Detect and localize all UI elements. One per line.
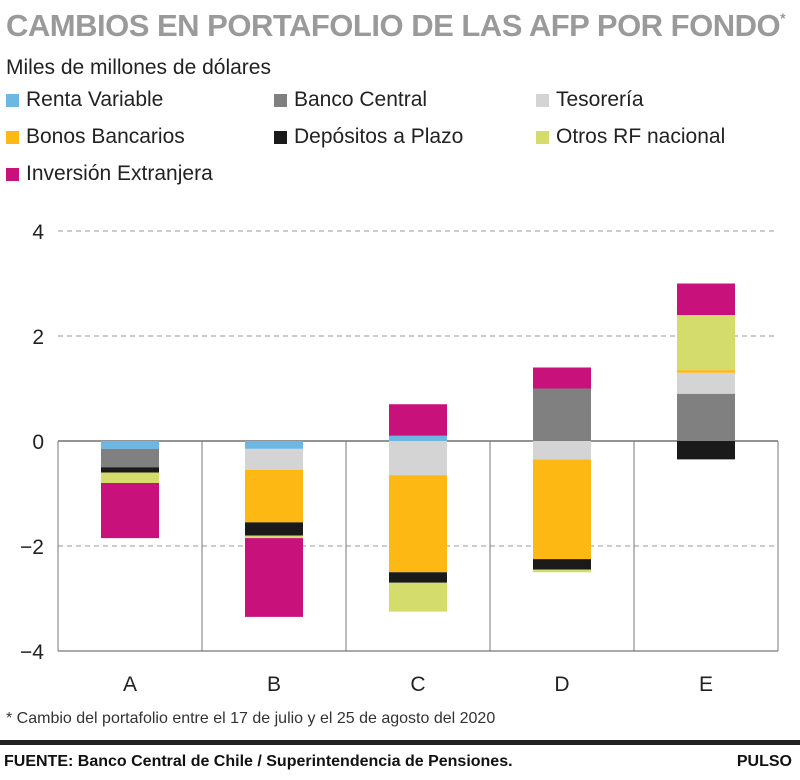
bar-segment bbox=[101, 483, 159, 539]
legend-swatch bbox=[274, 130, 287, 144]
bar-segment bbox=[533, 569, 591, 573]
legend-label: Banco Central bbox=[294, 88, 428, 111]
legend-swatch bbox=[6, 130, 19, 144]
legend-label: Depósitos a Plazo bbox=[294, 125, 464, 148]
legend-item-1: Renta Variable bbox=[6, 88, 163, 112]
bar-segment bbox=[101, 448, 159, 468]
bar-segment bbox=[101, 441, 159, 449]
chart-subtitle: Miles de millones de dólares bbox=[6, 56, 271, 79]
bar-segment bbox=[389, 441, 447, 476]
chart-footnote: * Cambio del portafolio entre el 17 de j… bbox=[6, 710, 496, 727]
bar-segment bbox=[677, 372, 735, 394]
legend-label: Renta Variable bbox=[26, 88, 164, 111]
bar-segment bbox=[677, 315, 735, 371]
bar-segment bbox=[245, 522, 303, 536]
bar-segment bbox=[389, 475, 447, 573]
chart-title: CAMBIOS EN PORTAFOLIO DE LAS AFP POR FON… bbox=[6, 8, 786, 43]
x-tick-label: B bbox=[267, 673, 281, 696]
legend-item-2: Banco Central bbox=[274, 88, 427, 112]
source-note: FUENTE: Banco Central de Chile / Superin… bbox=[4, 753, 513, 770]
legend-item-6: Otros RF nacional bbox=[536, 125, 725, 149]
legend-item-3: Tesorería bbox=[536, 88, 644, 112]
stacked-bar-chart: 4 2 0 −2 −4 A B C D E bbox=[20, 221, 779, 696]
bar-segment bbox=[533, 367, 591, 389]
legend-label: Otros RF nacional bbox=[556, 125, 726, 148]
bar-segment bbox=[389, 435, 447, 441]
legend-item-5: Depósitos a Plazo bbox=[274, 125, 463, 149]
x-tick-label: A bbox=[123, 673, 137, 696]
bar-segment bbox=[533, 459, 591, 560]
legend-swatch bbox=[536, 93, 549, 107]
bar-segment bbox=[677, 393, 735, 441]
bar-segment bbox=[245, 448, 303, 470]
legend-swatch bbox=[6, 93, 19, 107]
bar-segment bbox=[677, 283, 735, 315]
bar-segment bbox=[389, 582, 447, 612]
legend-label: Bonos Bancarios bbox=[26, 125, 185, 148]
bar-segment bbox=[533, 559, 591, 570]
legend-label: Inversión Extranjera bbox=[26, 162, 213, 185]
y-tick-label: −4 bbox=[20, 641, 44, 664]
bar-segment bbox=[245, 538, 303, 617]
title-footnote-mark: * bbox=[780, 10, 786, 26]
x-tick-label: E bbox=[699, 673, 713, 696]
bar-segment bbox=[389, 572, 447, 583]
y-tick-label: 2 bbox=[32, 326, 44, 349]
bar-segment bbox=[677, 441, 735, 460]
bar-segment bbox=[101, 472, 159, 483]
bar-segment bbox=[677, 370, 735, 373]
bar-segment bbox=[245, 535, 303, 539]
brand-logo-text: PULSO bbox=[736, 753, 792, 770]
bar-segment bbox=[101, 467, 159, 473]
legend-label: Tesorería bbox=[556, 88, 644, 111]
legend-swatch bbox=[6, 167, 19, 181]
legend-swatch bbox=[536, 130, 549, 144]
legend-item-7: Inversión Extranjera bbox=[6, 162, 213, 186]
footer-divider bbox=[0, 740, 800, 745]
bar-segment bbox=[245, 441, 303, 449]
bar-segment bbox=[533, 388, 591, 441]
y-tick-label: −2 bbox=[20, 536, 44, 559]
x-tick-label: C bbox=[410, 673, 425, 696]
bar-segment bbox=[245, 469, 303, 523]
x-tick-label: D bbox=[554, 673, 569, 696]
legend-item-4: Bonos Bancarios bbox=[6, 125, 185, 149]
legend-swatch bbox=[274, 93, 287, 107]
bar-segment bbox=[533, 441, 591, 460]
bar-segment bbox=[389, 404, 447, 436]
y-tick-label: 4 bbox=[32, 221, 44, 244]
y-tick-label: 0 bbox=[32, 431, 44, 454]
